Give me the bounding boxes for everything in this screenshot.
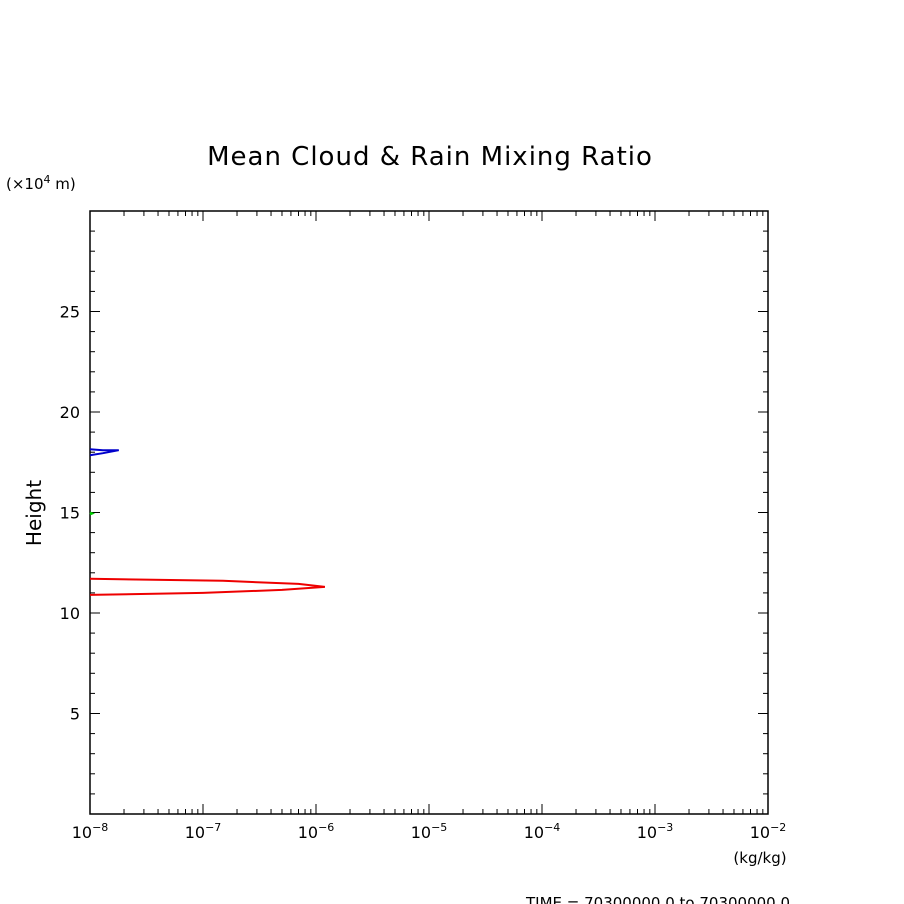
- y-tick-label: 25: [60, 303, 80, 322]
- y-tick-labels: 5 10 15 20 25: [60, 303, 80, 724]
- x-tick-labels: 10−8 10−7 10−6 10−5 10−4 10−3 10−2: [72, 821, 787, 842]
- plot-frame: [89, 210, 769, 815]
- y-tick-label: 20: [60, 403, 80, 422]
- x-tick-label: 10−7: [185, 821, 222, 842]
- minor-ticks: [90, 211, 768, 814]
- chart-title: Mean Cloud & Rain Mixing Ratio: [207, 142, 653, 172]
- x-tick-label: 10−4: [524, 821, 561, 842]
- y-tick-label: 5: [70, 705, 80, 724]
- series-line-3: [89, 511, 96, 516]
- y-tick-label: 15: [60, 504, 80, 523]
- series-lines: [89, 448, 326, 596]
- time-footer: TIME = 70300000.0 to 70300000.0: [525, 894, 790, 904]
- x-tick-label: 10−2: [750, 821, 787, 842]
- x-tick-label: 10−6: [298, 821, 335, 842]
- series-line-2: [89, 448, 119, 457]
- x-tick-label: 10−3: [637, 821, 674, 842]
- x-tick-label: 10−8: [72, 821, 109, 842]
- y-axis-label: Height: [22, 480, 46, 546]
- x-tick-label: 10−5: [411, 821, 448, 842]
- major-ticks: [89, 211, 769, 814]
- y-unit-label: (×104 m): [6, 173, 76, 193]
- x-unit-label: (kg/kg): [733, 849, 786, 867]
- y-tick-label: 10: [60, 604, 80, 623]
- series-line-1: [89, 577, 326, 596]
